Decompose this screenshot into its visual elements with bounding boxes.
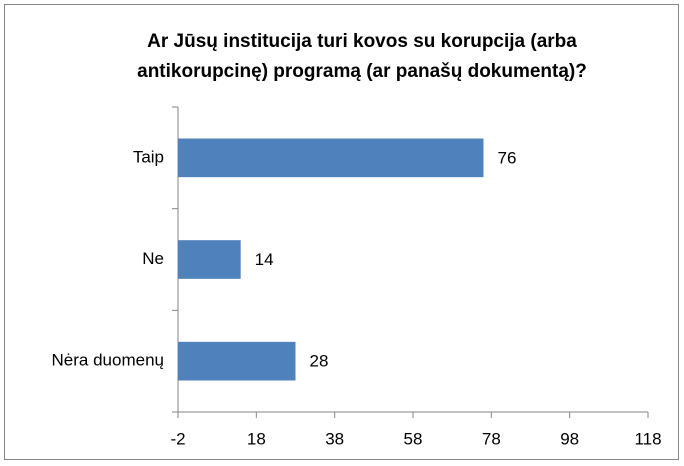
bar [178, 138, 484, 178]
y-tick-label: Nėra duomenų [52, 351, 164, 370]
x-tick-label: 98 [560, 429, 579, 448]
chart-title: antikorupcinę) programą (ar panašų dokum… [137, 61, 587, 82]
bar [178, 341, 296, 381]
x-tick-label: -2 [170, 429, 185, 448]
x-tick-label: 118 [634, 429, 661, 448]
x-tick-label: 78 [482, 429, 501, 448]
x-tick-label: 58 [404, 429, 423, 448]
value-label: 14 [255, 250, 274, 269]
bar [178, 240, 241, 279]
x-tick-label: 38 [325, 429, 344, 448]
x-tick-label: 18 [247, 429, 266, 448]
value-label: 76 [498, 148, 517, 167]
chart-title: Ar Jūsų institucija turi kovos su korupc… [147, 31, 577, 52]
y-tick-label: Ne [142, 249, 164, 268]
value-label: 28 [310, 352, 329, 371]
y-tick-label: Taip [133, 147, 164, 166]
chart-border [4, 4, 679, 460]
